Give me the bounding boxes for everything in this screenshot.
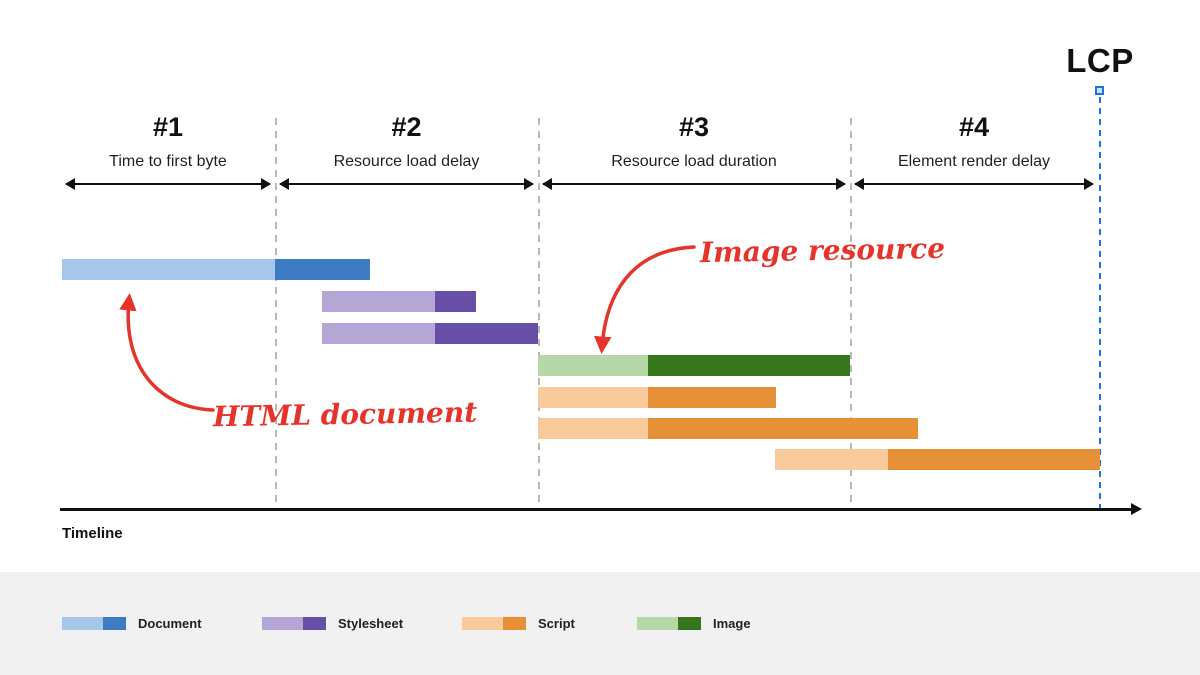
stylesheet-light-swatch bbox=[262, 617, 303, 630]
phase-number: #4 bbox=[958, 112, 990, 142]
stylesheet-bar-light bbox=[322, 323, 435, 344]
script-bar-light bbox=[775, 449, 888, 470]
phase-header-1: #1 Time to first byte bbox=[62, 114, 274, 171]
timeline-axis bbox=[60, 503, 1142, 515]
legend-item-script: Script bbox=[462, 616, 575, 631]
phase-number: #2 bbox=[391, 112, 422, 142]
legend-item-stylesheet: Stylesheet bbox=[262, 616, 403, 631]
script-bar-light bbox=[538, 418, 648, 439]
legend-item-image: Image bbox=[637, 616, 751, 631]
legend-label: Stylesheet bbox=[338, 616, 404, 631]
phase-label: Resource load duration bbox=[611, 153, 777, 170]
phase-number: #3 bbox=[678, 112, 710, 142]
phase-extent-arrow-3 bbox=[542, 178, 846, 190]
phase-extent-arrow-4 bbox=[854, 178, 1094, 190]
legend-label: Document bbox=[138, 616, 202, 631]
stylesheet-bar-light bbox=[322, 291, 435, 312]
phase-separator-2 bbox=[538, 118, 540, 510]
script-bar-dark bbox=[648, 387, 776, 408]
document-light-swatch bbox=[62, 617, 103, 630]
image-bar-light bbox=[538, 355, 648, 376]
image-bar-dark bbox=[648, 355, 850, 376]
document-bar-dark bbox=[275, 259, 370, 280]
image-resource-annotation: Image resource bbox=[699, 231, 946, 270]
image-resource-arrow bbox=[594, 245, 696, 354]
script-light-swatch bbox=[462, 617, 503, 630]
legend-label: Script bbox=[538, 616, 575, 631]
script-bar-dark bbox=[648, 418, 918, 439]
script-dark-swatch bbox=[503, 617, 526, 630]
lcp-marker-square bbox=[1095, 86, 1104, 95]
phase-label: Element render delay bbox=[897, 153, 1051, 170]
phase-label: Resource load delay bbox=[333, 153, 480, 170]
phase-separator-1 bbox=[275, 118, 277, 510]
stylesheet-bar-dark bbox=[435, 291, 476, 312]
legend: Document Stylesheet Script Image bbox=[0, 572, 1200, 675]
timeline-label: Timeline bbox=[62, 525, 123, 542]
legend-label: Image bbox=[713, 616, 751, 631]
phase-header-3: #3 Resource load duration bbox=[539, 114, 849, 171]
lcp-title: LCP bbox=[1066, 42, 1134, 79]
phase-separator-3 bbox=[850, 118, 852, 510]
stylesheet-dark-swatch bbox=[303, 617, 326, 630]
html-document-annotation: HTML document bbox=[212, 395, 478, 434]
phase-extent-arrow-2 bbox=[279, 178, 534, 190]
html-document-arrow bbox=[119, 293, 215, 412]
phase-number: #1 bbox=[152, 112, 184, 142]
phase-label: Time to first byte bbox=[109, 153, 227, 170]
stylesheet-bar-dark bbox=[435, 323, 538, 344]
lcp-dashed-line bbox=[1099, 97, 1101, 509]
phase-header-4: #4 Element render delay bbox=[851, 114, 1097, 171]
legend-item-document: Document bbox=[62, 616, 202, 631]
script-bar-light bbox=[538, 387, 648, 408]
document-dark-swatch bbox=[103, 617, 126, 630]
image-dark-swatch bbox=[678, 617, 701, 630]
script-bar-dark bbox=[888, 449, 1100, 470]
legend-footer: Document Stylesheet Script Image bbox=[0, 572, 1200, 675]
document-bar-light bbox=[62, 259, 275, 280]
phase-extent-arrow-1 bbox=[65, 178, 271, 190]
phase-header-2: #2 Resource load delay bbox=[276, 114, 537, 171]
image-light-swatch bbox=[637, 617, 678, 630]
